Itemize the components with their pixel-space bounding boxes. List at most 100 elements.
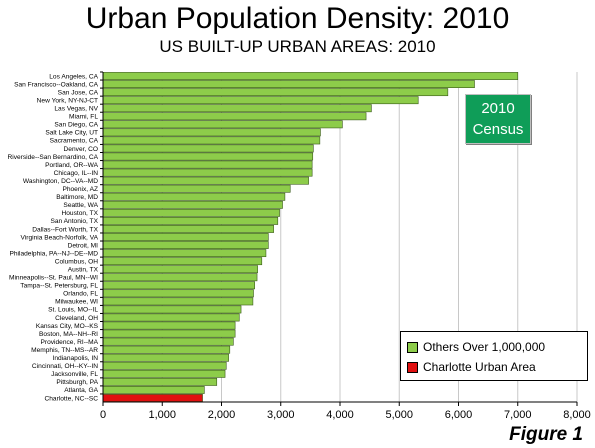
bar xyxy=(102,361,227,370)
bar xyxy=(102,265,258,274)
bar xyxy=(102,273,258,282)
bar xyxy=(102,297,254,306)
bar xyxy=(102,144,314,153)
category-label: Pittsburgh, PA xyxy=(56,379,98,386)
bar xyxy=(102,208,280,217)
bar xyxy=(102,200,283,209)
category-label: Sacramento, CA xyxy=(50,138,99,145)
category-label: Los Angeles, CA xyxy=(49,73,98,80)
census-badge-label: Census xyxy=(472,121,524,138)
category-label: Cincinnati, OH--KY--IN xyxy=(32,363,98,370)
bar xyxy=(102,168,313,177)
x-tick-label: 3,000 xyxy=(267,409,295,421)
category-label: Cleveland, OH xyxy=(55,315,98,322)
bar xyxy=(102,72,519,80)
figure-label: Figure 1 xyxy=(509,424,583,445)
legend-swatch-charlotte xyxy=(407,361,418,373)
bar xyxy=(102,345,231,354)
bar xyxy=(102,289,254,298)
chart-title: Urban Population Density: 2010 xyxy=(85,2,510,35)
x-tick-label: 6,000 xyxy=(445,409,473,421)
category-label: Milwaukee, WI xyxy=(55,299,98,306)
bar xyxy=(102,104,372,113)
category-label: Washington, DC--VA--MD xyxy=(23,178,98,185)
bar xyxy=(102,112,367,121)
bar xyxy=(102,88,449,97)
bar xyxy=(102,241,269,249)
bar xyxy=(102,369,226,378)
bar xyxy=(102,152,314,161)
category-label: San Diego, CA xyxy=(54,122,98,129)
category-label: Seattle, WA xyxy=(63,202,98,209)
bar xyxy=(102,313,240,322)
x-tick-label: 1,000 xyxy=(148,409,176,421)
bar xyxy=(102,386,205,394)
category-label: Memphis, TN--MS--AR xyxy=(31,347,98,354)
bar xyxy=(102,192,286,201)
category-label: Salt Lake City, UT xyxy=(45,130,98,137)
category-label: Philadelphia, PA--NJ--DE--MD xyxy=(9,250,98,257)
bar xyxy=(102,120,343,129)
category-label: San Jose, CA xyxy=(58,89,99,96)
bar xyxy=(102,225,274,233)
category-label: Portland, OR--WA xyxy=(45,162,98,169)
category-label: Charlotte, NC--SC xyxy=(45,395,99,402)
legend: Others Over 1,000,000 Charlotte Urban Ar… xyxy=(400,331,588,381)
bar xyxy=(102,249,267,258)
category-label: New York, NY-NJ-CT xyxy=(37,97,98,104)
category-label: Phoenix, AZ xyxy=(62,186,98,193)
x-tick-label: 7,000 xyxy=(504,409,532,421)
category-label: Baltimore, MD xyxy=(56,194,98,201)
bar xyxy=(102,353,229,362)
category-label: Orlando, FL xyxy=(63,291,98,298)
category-label: Columbus, OH xyxy=(55,258,98,265)
category-label: Denver, CO xyxy=(64,146,98,153)
bar xyxy=(102,321,236,330)
chart-subtitle: US BUILT-UP URBAN AREAS: 2010 xyxy=(159,37,436,56)
category-label: San Antonio, TX xyxy=(50,218,98,225)
bar xyxy=(102,233,269,241)
census-badge-year: 2010 xyxy=(481,100,515,117)
bar xyxy=(102,377,218,386)
bar xyxy=(102,184,291,193)
category-label: Indianapolis, IN xyxy=(53,355,99,362)
category-label: Minneapolis--St. Paul, MN--WI xyxy=(9,275,98,282)
category-label: San Francisco--Oakland, CA xyxy=(14,81,99,88)
category-label: Providence, RI--MA xyxy=(40,339,98,346)
category-label: Miami, FL xyxy=(69,114,98,121)
category-label: Riverside--San Bernardino, CA xyxy=(7,154,98,161)
bar xyxy=(102,305,242,314)
x-tick-label: 2,000 xyxy=(208,409,236,421)
category-label: Houston, TX xyxy=(61,210,98,217)
bar xyxy=(102,337,234,346)
census-badge: 2010 Census xyxy=(465,94,531,144)
category-label: Detroit, MI xyxy=(68,242,99,249)
category-label: Atlanta, GA xyxy=(64,387,98,394)
bar xyxy=(102,96,419,105)
legend-item-charlotte: Charlotte Urban Area xyxy=(407,360,536,374)
x-tick-label: 8,000 xyxy=(563,409,591,421)
category-label: Chicago, IL--IN xyxy=(54,170,99,177)
bar xyxy=(102,80,475,88)
category-label: Kansas City, MO--KS xyxy=(36,323,99,330)
bar-charlotte xyxy=(102,394,203,402)
legend-label-charlotte: Charlotte Urban Area xyxy=(423,360,536,374)
bar xyxy=(102,160,313,169)
legend-label-others: Others Over 1,000,000 xyxy=(423,340,546,354)
bar xyxy=(102,257,263,266)
x-tick-label: 0 xyxy=(100,409,106,421)
category-label: Austin, TX xyxy=(68,266,99,273)
category-label: Tampa--St. Petersburg, FL xyxy=(20,283,98,290)
bar xyxy=(102,216,279,225)
category-label: Las Vegas, NV xyxy=(54,106,98,113)
category-label: Virginia Beach-Norfolk, VA xyxy=(21,234,99,241)
legend-swatch-others xyxy=(407,341,418,353)
category-label: Boston, MA--NH--RI xyxy=(39,331,98,338)
legend-item-others: Others Over 1,000,000 xyxy=(407,340,545,354)
bar xyxy=(102,176,309,185)
bar xyxy=(102,136,321,145)
bar xyxy=(102,329,236,338)
bar xyxy=(102,281,255,290)
category-label: St. Louis, MO--IL xyxy=(48,307,98,314)
category-label: Jacksonville, FL xyxy=(51,371,98,378)
